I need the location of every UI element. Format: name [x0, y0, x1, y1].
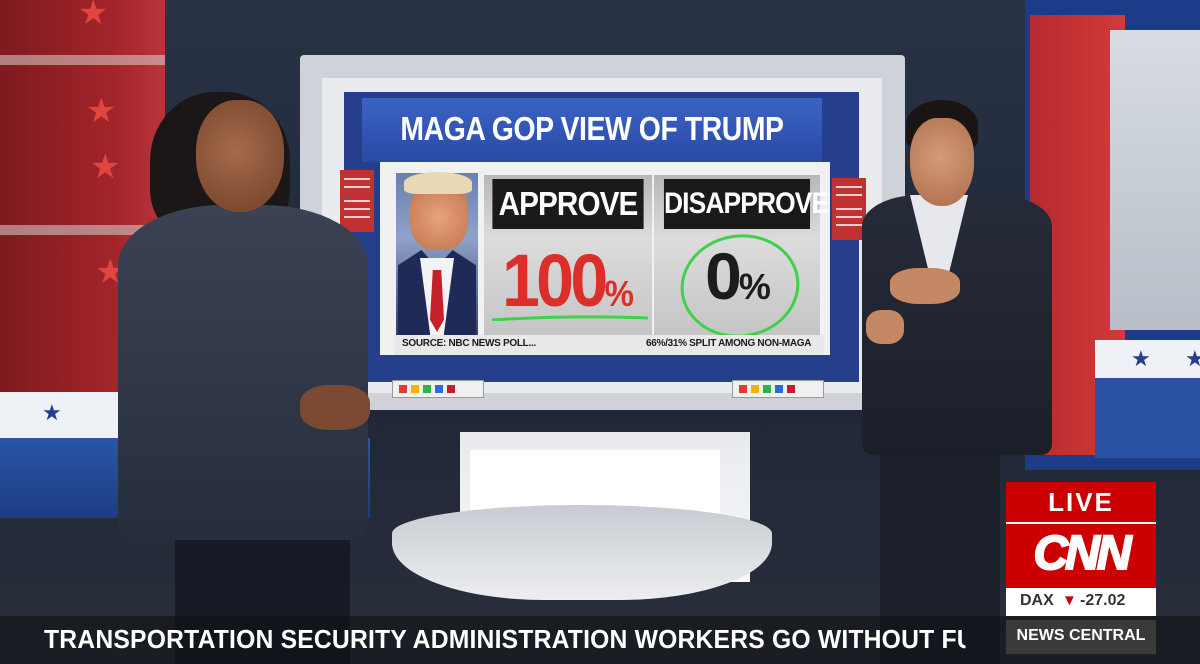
pedestal-base — [392, 505, 772, 600]
photo-tie — [430, 270, 444, 332]
star-icon: ★ — [90, 148, 121, 186]
source-text: SOURCE: NBC NEWS POLL... — [402, 338, 536, 349]
presenter-left-face — [196, 100, 284, 212]
news-ticker-text: TRANSPORTATION SECURITY ADMINISTRATION W… — [44, 624, 966, 654]
screen-logo-strip-left — [392, 380, 484, 398]
market-label: DAX — [1020, 592, 1054, 609]
disapprove-label: DISAPPROVE — [663, 179, 829, 229]
split-note: 66%/31% SPLIT AMONG NON-MAGA — [646, 338, 812, 349]
news-ticker-bar — [0, 616, 1200, 664]
photo-hair — [404, 172, 472, 194]
side-tag-left — [340, 170, 374, 232]
right-star-band: ★ ★ — [1095, 340, 1200, 378]
screen-logo-strip-right — [732, 380, 824, 398]
presenter-left-hands — [300, 385, 370, 430]
approve-percent-sign: % — [604, 273, 634, 314]
approve-underline-annotation — [491, 315, 649, 321]
white-house-backdrop — [1110, 30, 1200, 330]
presenter-left-body — [118, 205, 368, 540]
market-ticker-box — [1006, 588, 1156, 616]
disapprove-value: 0% — [705, 239, 771, 313]
screen-title: MAGA GOP VIEW OF TRUMP — [400, 110, 784, 147]
network-logo-box — [1006, 522, 1156, 590]
show-name: NEWS CENTRAL — [1016, 627, 1146, 644]
market-value: -27.02 — [1080, 592, 1126, 609]
approve-label: APPROVE — [492, 179, 644, 229]
star-icon: ★ — [1185, 346, 1200, 371]
show-name-box — [1006, 620, 1156, 654]
presenter-right-pointing-hand — [890, 268, 960, 304]
approve-value: 100% — [501, 239, 634, 322]
star-icon: ★ — [1131, 346, 1151, 371]
star-icon: ★ — [78, 0, 109, 32]
star-icon: ★ — [86, 92, 117, 130]
right-lower-blue-panel — [1095, 378, 1200, 458]
disapprove-percent-sign: % — [738, 266, 771, 307]
screen-title-bar — [362, 98, 822, 162]
presenter-right-face — [910, 118, 974, 206]
disapprove-circle-annotation — [680, 234, 800, 338]
cnn-logo: CNN — [1033, 526, 1133, 581]
star-icon: ★ — [42, 400, 62, 425]
side-tag-right — [832, 178, 866, 240]
presenter-right-hand — [866, 310, 904, 344]
down-arrow-icon: ▼ — [1062, 592, 1077, 609]
source-bar — [394, 335, 824, 355]
approve-column: APPROVE — [484, 175, 652, 335]
live-badge: LIVE — [1006, 482, 1156, 522]
